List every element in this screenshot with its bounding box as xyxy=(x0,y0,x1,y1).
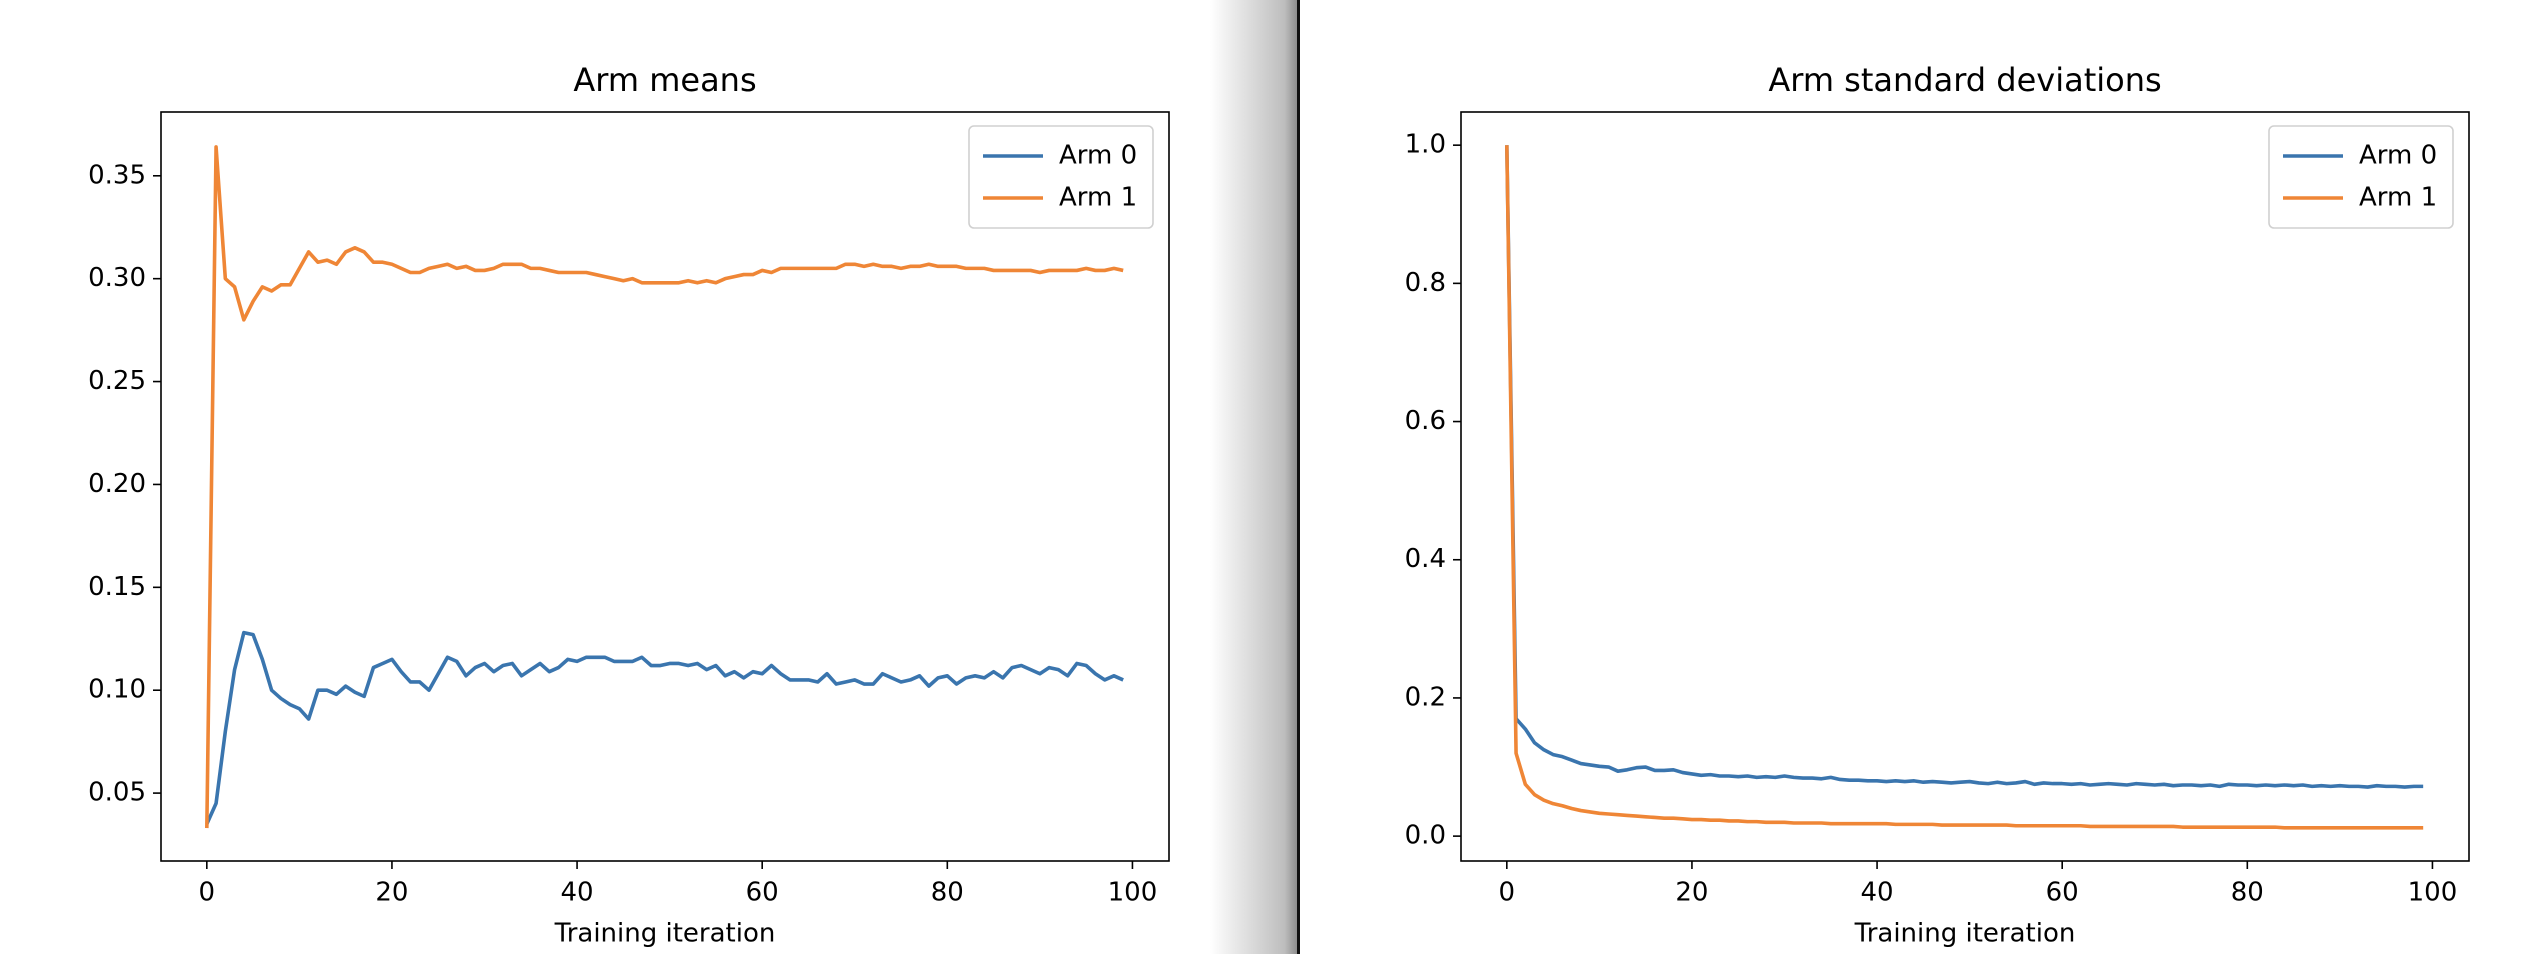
y-tick-label: 0.10 xyxy=(88,675,146,705)
chart-title: Arm means xyxy=(573,61,756,99)
y-tick-label: 0.2 xyxy=(1405,682,1446,712)
x-tick-label: 40 xyxy=(561,878,594,908)
x-tick-label: 80 xyxy=(931,878,964,908)
x-tick-label: 100 xyxy=(2408,878,2458,908)
x-tick-label: 20 xyxy=(375,878,408,908)
series-line xyxy=(1505,145,2424,830)
y-tick-label: 0.05 xyxy=(88,778,146,808)
x-tick-label: 0 xyxy=(1499,878,1516,908)
x-tick-label: 100 xyxy=(1108,878,1158,908)
y-tick-label: 0.6 xyxy=(1405,406,1446,436)
y-tick-label: 0.20 xyxy=(88,469,146,499)
y-tick-label: 1.0 xyxy=(1405,130,1446,160)
legend-label: Arm 1 xyxy=(2359,183,2437,213)
legend-label: Arm 1 xyxy=(1059,183,1137,213)
x-axis-label: Training iteration xyxy=(1854,919,2076,949)
x-tick-label: 20 xyxy=(1675,878,1708,908)
y-tick-label: 0.4 xyxy=(1405,544,1446,574)
legend-label: Arm 0 xyxy=(1059,141,1137,171)
legend-label: Arm 0 xyxy=(2359,141,2437,171)
x-axis-label: Training iteration xyxy=(554,919,776,949)
x-tick-label: 80 xyxy=(2231,878,2264,908)
y-tick-label: 0.35 xyxy=(88,160,146,190)
x-tick-label: 60 xyxy=(2046,878,2079,908)
y-tick-label: 0.0 xyxy=(1405,821,1446,851)
y-tick-label: 0.30 xyxy=(88,263,146,293)
y-tick-label: 0.8 xyxy=(1405,268,1446,298)
chart-title: Arm standard deviations xyxy=(1768,61,2161,99)
legend-box xyxy=(2268,125,2454,229)
plot-frame xyxy=(1460,111,2470,862)
series-line xyxy=(1505,145,2424,789)
x-tick-label: 0 xyxy=(199,878,216,908)
panel-divider xyxy=(1297,0,1300,954)
legend-box xyxy=(968,125,1154,229)
x-tick-label: 60 xyxy=(746,878,779,908)
series-line xyxy=(205,630,1124,825)
x-tick-label: 40 xyxy=(1861,878,1894,908)
y-tick-label: 0.15 xyxy=(88,572,146,602)
y-tick-label: 0.25 xyxy=(88,366,146,396)
series-line xyxy=(205,145,1124,829)
plot-frame xyxy=(160,111,1170,862)
panel-shadow xyxy=(1210,0,1298,954)
